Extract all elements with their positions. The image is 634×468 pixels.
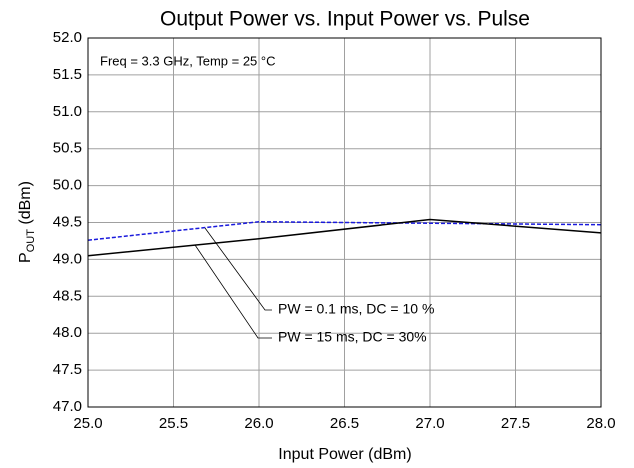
y-label-main: P: [17, 252, 34, 263]
y-tick-label: 49.5: [53, 213, 82, 230]
plot-border: [87, 37, 602, 408]
x-tick-label: 28.0: [586, 415, 615, 432]
leader-line: [204, 227, 272, 311]
series-line: [87, 221, 602, 241]
y-axis-label: POUT (dBm): [17, 181, 37, 263]
y-tick-label: 52.0: [53, 29, 82, 46]
leader-line: [194, 244, 272, 339]
y-tick-label: 49.0: [53, 250, 82, 267]
y-tick-label: 50.5: [53, 140, 82, 157]
x-tick-label: 25.0: [73, 415, 102, 432]
x-tick-label: 26.0: [244, 415, 273, 432]
series-line: [87, 218, 602, 257]
grid: [87, 37, 602, 408]
series-label: PW = 0.1 ms, DC = 10 %: [278, 301, 434, 317]
y-tick-label: 51.0: [53, 103, 82, 120]
series-label: PW = 15 ms, DC = 30%: [278, 329, 427, 345]
x-tick-label: 27.0: [415, 415, 444, 432]
x-tick-label: 27.5: [501, 415, 530, 432]
y-label-rest: (dBm): [17, 181, 34, 229]
y-tick-label: 47.5: [53, 361, 82, 378]
chart-title: Output Power vs. Input Power vs. Pulse: [160, 8, 530, 31]
x-tick-label: 25.5: [159, 415, 188, 432]
y-tick-label: 51.5: [53, 66, 82, 83]
y-tick-label: 48.5: [53, 287, 82, 304]
y-tick-label: 50.0: [53, 177, 82, 194]
y-tick-label: 47.0: [53, 398, 82, 415]
x-tick-label: 26.5: [330, 415, 359, 432]
y-tick-label: 48.0: [53, 324, 82, 341]
x-axis-label: Input Power (dBm): [278, 446, 411, 463]
lines: [87, 218, 602, 257]
y-label-sub: OUT: [25, 229, 37, 253]
annotation: Freq = 3.3 GHz, Temp = 25 °C: [100, 53, 275, 68]
